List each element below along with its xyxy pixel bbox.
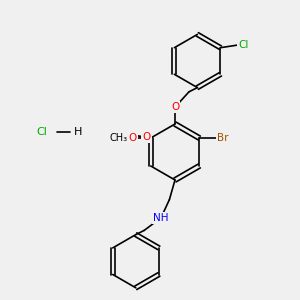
Text: Cl: Cl	[238, 40, 249, 50]
Text: Cl: Cl	[37, 127, 47, 137]
Text: H: H	[74, 127, 82, 137]
Text: Br: Br	[217, 133, 229, 143]
Text: NH: NH	[153, 213, 169, 223]
Text: O: O	[171, 102, 179, 112]
Text: O: O	[128, 133, 137, 143]
Text: O: O	[142, 132, 151, 142]
Text: CH₃: CH₃	[110, 133, 128, 143]
